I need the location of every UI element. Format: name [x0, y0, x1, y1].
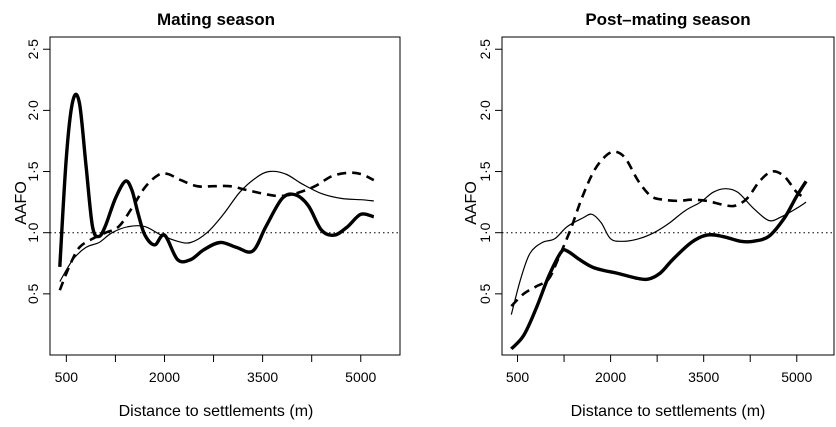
series-line-thick-solid [510, 180, 808, 351]
x-axis-label: Distance to settlements (m) [119, 403, 314, 420]
x-tick-label: 500 [55, 369, 79, 385]
plot-frame [501, 36, 835, 356]
y-tick-label: 2·0 [477, 100, 493, 120]
y-tick-label: 2·0 [25, 100, 41, 120]
plot-frame [49, 36, 401, 356]
series-line-thin-solid [510, 188, 807, 315]
series-line-thick-dashed [510, 150, 807, 308]
series-line-thick-dashed [58, 171, 375, 291]
y-tick-label: 1·0 [25, 222, 41, 242]
y-tick-label: 2·5 [477, 39, 493, 59]
y-tick-label: 2·5 [25, 39, 41, 59]
x-tick-label: 2000 [149, 369, 180, 385]
y-axis-label: AAFO [13, 181, 30, 225]
y-axis-label: AAFO [463, 181, 480, 225]
y-tick-label: 0·5 [25, 284, 41, 304]
chart-panel-post-mating-season: Post–mating season AAFO Distance to sett… [463, 10, 835, 420]
x-tick-label: 3500 [247, 369, 278, 385]
y-tick-label: 1·0 [477, 222, 493, 242]
y-tick-label: 1·5 [477, 161, 493, 181]
chart-title: Post–mating season [585, 10, 750, 29]
chart-title: Mating season [157, 10, 275, 29]
x-axis-label: Distance to settlements (m) [571, 403, 766, 420]
series-line-thick-solid [58, 92, 375, 268]
x-tick-label: 3500 [688, 369, 719, 385]
x-tick-label: 5000 [345, 369, 376, 385]
x-tick-label: 500 [506, 369, 530, 385]
y-tick-label: 0·5 [477, 284, 493, 304]
series-line-thin-solid [59, 170, 374, 282]
chart-panel-mating-season: Mating season AAFO Distance to settlemen… [13, 10, 401, 420]
x-tick-label: 5000 [781, 369, 812, 385]
x-tick-label: 2000 [595, 369, 626, 385]
y-tick-label: 1·5 [25, 161, 41, 181]
